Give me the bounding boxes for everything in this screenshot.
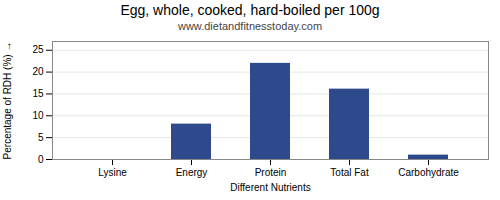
svg-text:Total Fat: Total Fat [330,167,369,178]
svg-text:5: 5 [38,132,44,143]
svg-text:Protein: Protein [255,167,287,178]
svg-text:10: 10 [32,110,44,121]
svg-text:15: 15 [32,88,44,99]
svg-text:Lysine: Lysine [98,167,127,178]
svg-text:Percentage of RDH (%) →: Percentage of RDH (%) → [2,42,13,160]
svg-text:Different Nutrients: Different Nutrients [230,182,310,193]
svg-text:20: 20 [32,66,44,77]
svg-text:Carbohydrate: Carbohydrate [398,167,459,178]
svg-text:25: 25 [32,44,44,55]
svg-text:0: 0 [38,154,44,165]
svg-text:Energy: Energy [176,167,208,178]
html-text:www.dietandfitnesstoday.com: www.dietandfitnesstoday.com [178,20,322,32]
html-text:Egg, whole, cooked, hard-boile: Egg, whole, cooked, hard-boiled per 100g [120,2,380,18]
